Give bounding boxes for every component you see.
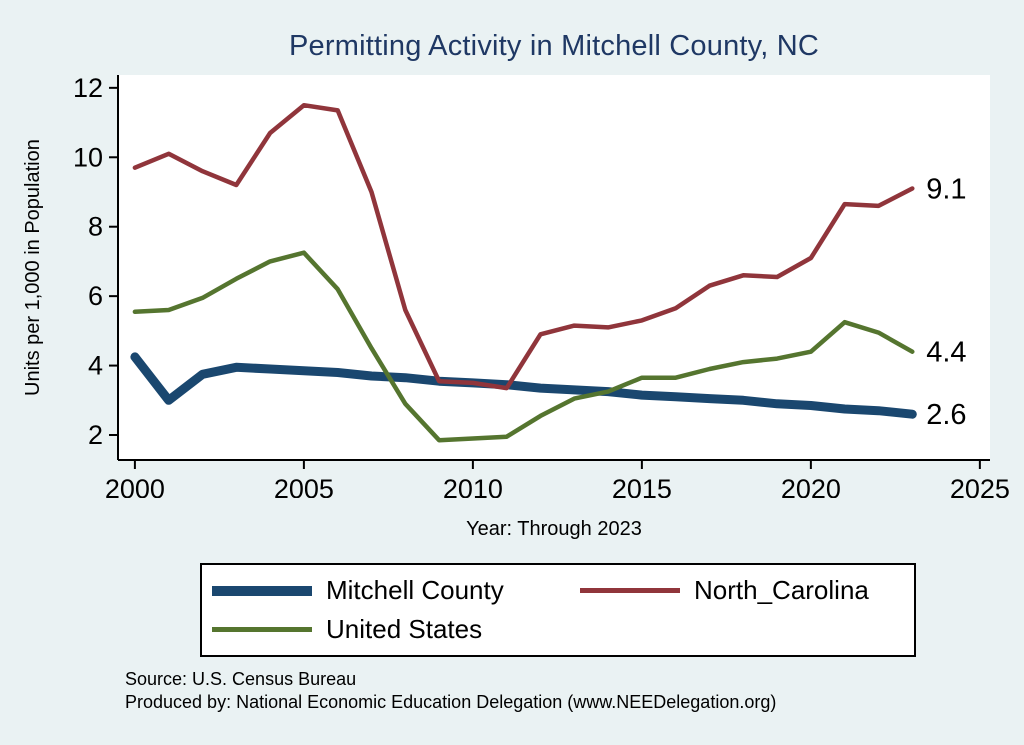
- legend-label-mitchell-county: Mitchell County: [326, 575, 504, 605]
- svg-text:8: 8: [88, 212, 103, 242]
- source-line-2: Produced by: National Economic Education…: [125, 692, 777, 713]
- legend-item-mitchell-county: Mitchell County: [212, 575, 580, 606]
- source-line-1: Source: U.S. Census Bureau: [125, 669, 357, 689]
- svg-text:9.1: 9.1: [926, 174, 966, 206]
- svg-text:2005: 2005: [274, 474, 334, 498]
- chart-svg: 2 4 6 8 10 12 2000 2005 2010 2015 2020 2025 2.6 9.1 4.…: [73, 73, 1010, 498]
- svg-text:10: 10: [73, 142, 103, 172]
- svg-text:2: 2: [88, 420, 103, 450]
- x-axis-label: Year: Through 2023: [466, 518, 642, 540]
- united-states-line-swatch: [212, 627, 312, 632]
- svg-text:4: 4: [88, 351, 103, 381]
- legend: Mitchell County North_Carolina United St…: [200, 563, 916, 657]
- svg-text:6: 6: [88, 281, 103, 311]
- svg-text:4.4: 4.4: [926, 337, 966, 369]
- chart-title: Permitting Activity in Mitchell County, …: [288, 30, 820, 62]
- svg-text:2010: 2010: [443, 474, 503, 498]
- mitchell-county-line-swatch: [212, 585, 312, 596]
- legend-item-united-states: United States: [212, 614, 580, 645]
- svg-text:2015: 2015: [612, 474, 672, 498]
- legend-label-north-carolina: North_Carolina: [694, 575, 869, 605]
- legend-label-united-states: United States: [326, 614, 483, 644]
- legend-item-north-carolina: North_Carolina: [580, 575, 904, 606]
- svg-text:2020: 2020: [781, 474, 841, 498]
- source-note: Source: U.S. Census Bureau Produced by: …: [125, 668, 776, 714]
- svg-text:2.6: 2.6: [926, 399, 966, 431]
- svg-text:12: 12: [73, 73, 103, 103]
- svg-text:2025: 2025: [950, 474, 1010, 498]
- svg-text:2000: 2000: [105, 474, 165, 498]
- north-carolina-line-swatch: [580, 588, 680, 593]
